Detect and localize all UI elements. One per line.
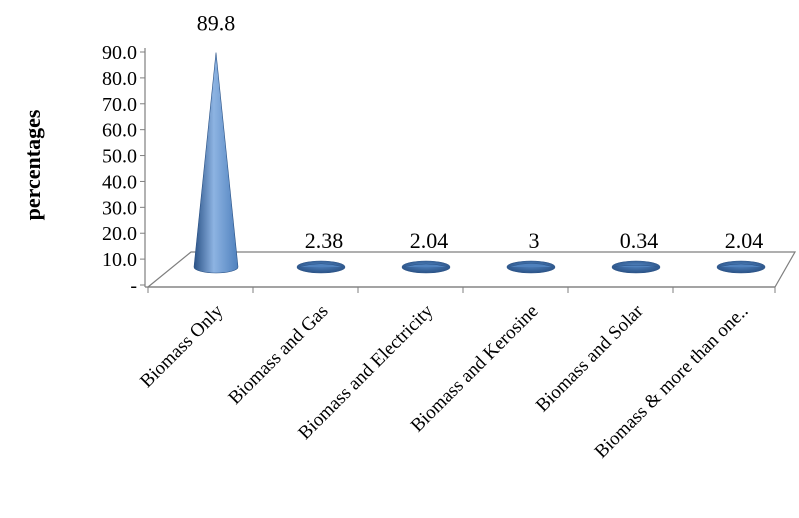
cone-top: [298, 263, 344, 268]
data-label: 2.38: [305, 228, 344, 253]
bar-cone: [296, 260, 346, 274]
data-label: 0.34: [620, 228, 659, 253]
y-tick-label: 90.0: [102, 42, 137, 64]
y-tick-label: 50.0: [102, 146, 137, 168]
bar-cone: [401, 260, 451, 274]
bars: [193, 52, 766, 274]
x-tick-label: Biomass Only: [136, 300, 228, 392]
y-axis-label: percentages: [20, 109, 45, 220]
y-tick-label: 20.0: [102, 223, 137, 245]
data-label: 89.8: [197, 11, 236, 36]
data-label: 2.04: [410, 228, 449, 253]
axes: - 10.0 20.0 30.0 40.0 50.0 60.0 70.0 80.0 90.0: [102, 42, 776, 297]
y-tick-label: 80.0: [102, 68, 137, 90]
cone-top: [508, 263, 554, 268]
y-tick-label: 30.0: [102, 197, 137, 219]
floor-plane: [146, 251, 797, 288]
data-label: 3: [529, 228, 540, 253]
y-tick-label: 10.0: [102, 249, 137, 271]
cone-top: [613, 264, 659, 268]
bar-cone: [611, 260, 661, 274]
y-tick-label: 40.0: [102, 171, 137, 193]
cone-top: [718, 263, 764, 268]
bar-cone: [716, 260, 766, 274]
cone-body: [193, 52, 239, 274]
y-tick-label: 60.0: [102, 120, 137, 142]
chart-floor: [146, 251, 797, 288]
y-tick-label: -: [130, 275, 137, 297]
bar-cone: [506, 260, 556, 274]
data-label: 2.04: [725, 228, 764, 253]
x-tick-label: Biomass and Solar: [532, 300, 648, 416]
x-tick-label: Biomass and Gas: [224, 301, 332, 409]
y-tick-label: 70.0: [102, 94, 137, 116]
cone-top: [403, 263, 449, 268]
bar-cone: [193, 52, 239, 274]
